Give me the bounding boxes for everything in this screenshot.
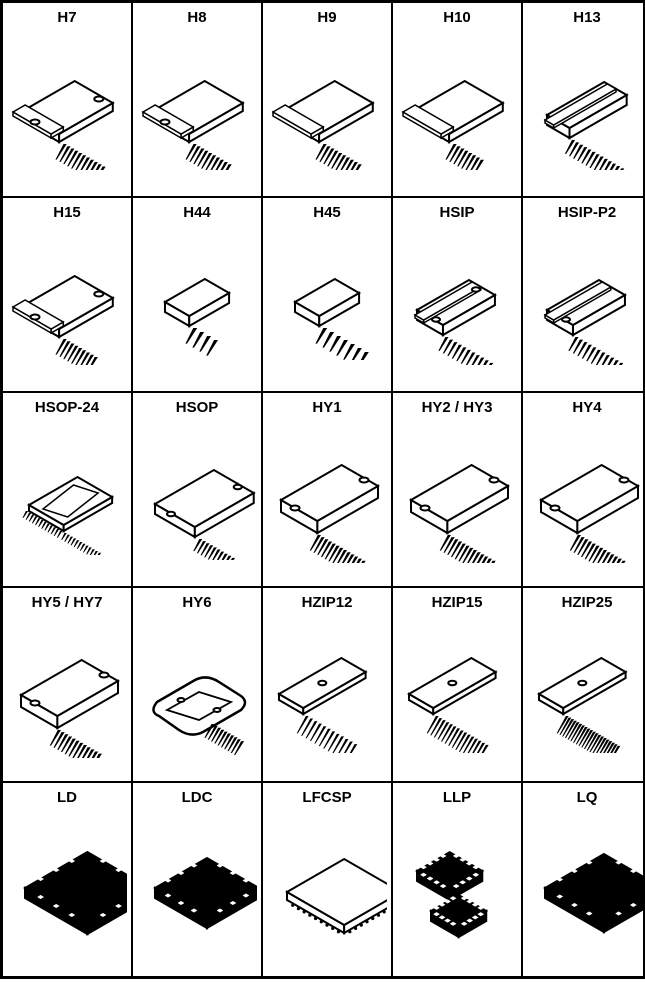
package-cell-llp: LLP <box>392 782 522 977</box>
package-label: LD <box>57 789 77 806</box>
package-label: HZIP12 <box>302 594 353 611</box>
package-label: HSOP-24 <box>35 399 99 416</box>
package-label: H15 <box>53 204 81 221</box>
package-icon <box>267 422 387 578</box>
package-label: HSIP <box>439 204 474 221</box>
package-label: LDC <box>182 789 213 806</box>
package-icon <box>137 422 257 578</box>
package-icon <box>7 617 127 773</box>
package-cell-h10: H10 <box>392 2 522 197</box>
package-label: H10 <box>443 9 471 26</box>
package-icon <box>267 617 387 773</box>
package-cell-hsip-p2: HSIP-P2 <box>522 197 645 392</box>
package-cell-hzip12: HZIP12 <box>262 587 392 782</box>
package-icon <box>267 812 387 968</box>
package-icon <box>137 617 257 773</box>
package-label: HSOP <box>176 399 219 416</box>
package-cell-h15: H15 <box>2 197 132 392</box>
package-icon <box>137 227 257 383</box>
package-label: HY1 <box>312 399 341 416</box>
package-cell-hsop: HSOP <box>132 392 262 587</box>
package-icon <box>7 227 127 383</box>
package-reference-grid: H7 H8 H9 H10 H13 H15 H44 H45 HSIP HSIP-P2 HSOP-24 H… <box>0 0 645 979</box>
package-cell-lfcsp: LFCSP <box>262 782 392 977</box>
package-icon <box>397 422 517 578</box>
package-icon <box>527 422 645 578</box>
package-icon <box>267 227 387 383</box>
package-cell-hy4: HY4 <box>522 392 645 587</box>
package-label: HZIP15 <box>432 594 483 611</box>
package-label: H44 <box>183 204 211 221</box>
package-icon <box>7 32 127 188</box>
package-icon <box>397 812 517 968</box>
package-cell-hsop-24: HSOP-24 <box>2 392 132 587</box>
package-cell-hy6: HY6 <box>132 587 262 782</box>
package-icon <box>527 32 645 188</box>
package-cell-lq: LQ <box>522 782 645 977</box>
package-cell-hy2-hy3: HY2 / HY3 <box>392 392 522 587</box>
package-cell-hsip: HSIP <box>392 197 522 392</box>
package-icon <box>527 812 645 968</box>
package-label: HY4 <box>572 399 601 416</box>
package-cell-h13: H13 <box>522 2 645 197</box>
package-icon <box>527 227 645 383</box>
package-cell-hy1: HY1 <box>262 392 392 587</box>
package-label: H7 <box>57 9 76 26</box>
package-label: H45 <box>313 204 341 221</box>
package-label: H13 <box>573 9 601 26</box>
package-label: H8 <box>187 9 206 26</box>
package-icon <box>137 812 257 968</box>
package-cell-h9: H9 <box>262 2 392 197</box>
package-icon <box>7 812 127 968</box>
package-icon <box>397 32 517 188</box>
package-icon <box>397 617 517 773</box>
package-cell-hzip25: HZIP25 <box>522 587 645 782</box>
package-cell-ld: LD <box>2 782 132 977</box>
package-icon <box>137 32 257 188</box>
package-cell-h8: H8 <box>132 2 262 197</box>
package-cell-h7: H7 <box>2 2 132 197</box>
package-cell-ldc: LDC <box>132 782 262 977</box>
package-cell-hy5-hy7: HY5 / HY7 <box>2 587 132 782</box>
package-label: HY6 <box>182 594 211 611</box>
package-icon <box>527 617 645 773</box>
package-icon <box>397 227 517 383</box>
package-cell-hzip15: HZIP15 <box>392 587 522 782</box>
package-icon <box>267 32 387 188</box>
package-label: LLP <box>443 789 471 806</box>
package-label: HSIP-P2 <box>558 204 616 221</box>
package-label: HY5 / HY7 <box>32 594 103 611</box>
package-label: HY2 / HY3 <box>422 399 493 416</box>
package-label: LQ <box>577 789 598 806</box>
package-label: LFCSP <box>302 789 351 806</box>
package-cell-h44: H44 <box>132 197 262 392</box>
package-icon <box>7 422 127 578</box>
package-label: HZIP25 <box>562 594 613 611</box>
package-cell-h45: H45 <box>262 197 392 392</box>
package-label: H9 <box>317 9 336 26</box>
